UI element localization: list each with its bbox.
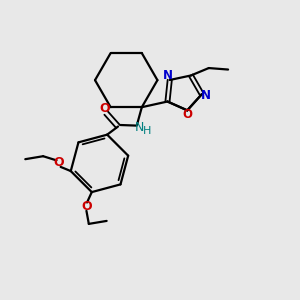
Text: N: N <box>201 89 211 102</box>
Text: N: N <box>163 69 173 82</box>
Text: O: O <box>99 103 110 116</box>
Text: O: O <box>183 108 193 121</box>
Text: H: H <box>143 126 151 136</box>
Text: N: N <box>135 122 144 134</box>
Text: O: O <box>53 156 64 169</box>
Text: O: O <box>81 200 92 213</box>
